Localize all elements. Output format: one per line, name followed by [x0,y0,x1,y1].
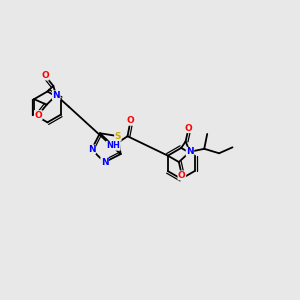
Text: O: O [178,171,186,180]
Text: O: O [41,71,49,80]
Text: N: N [186,147,194,156]
Text: O: O [34,111,42,120]
Text: N: N [101,158,108,167]
Text: S: S [115,132,121,141]
Text: NH: NH [106,141,120,150]
Text: N: N [88,145,95,154]
Text: O: O [185,124,192,133]
Text: N: N [52,91,60,100]
Text: O: O [127,116,134,125]
